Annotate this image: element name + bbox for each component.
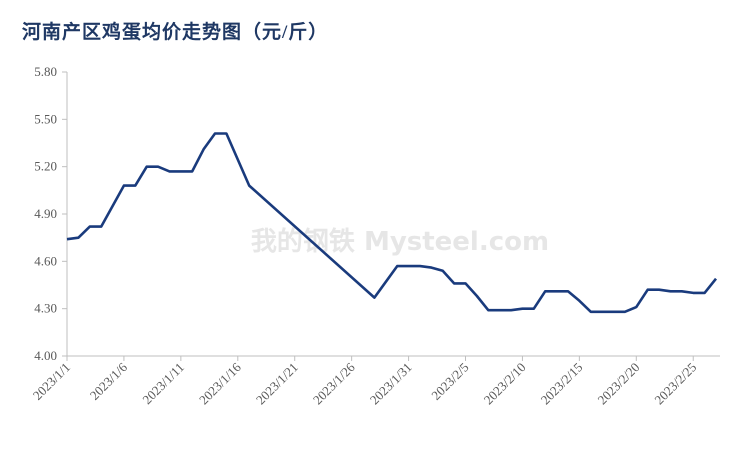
y-tick-label: 4.90 bbox=[34, 206, 57, 221]
x-tick-label: 2023/1/21 bbox=[253, 360, 301, 408]
y-tick-label: 5.80 bbox=[34, 64, 57, 79]
x-tick-label: 2023/2/10 bbox=[481, 360, 529, 408]
chart-title: 河南产区鸡蛋均价走势图（元/斤） bbox=[22, 20, 328, 43]
x-tick-label: 2023/2/15 bbox=[538, 360, 586, 408]
y-tick-label: 4.30 bbox=[34, 301, 57, 316]
y-tick-label: 5.50 bbox=[34, 111, 57, 126]
x-tick-label: 2023/2/25 bbox=[651, 360, 699, 408]
x-tick-label: 2023/1/16 bbox=[196, 359, 244, 407]
x-tick-label: 2023/1/11 bbox=[139, 360, 187, 408]
y-tick-label: 4.60 bbox=[34, 253, 57, 268]
x-tick-label: 2023/1/6 bbox=[87, 359, 131, 403]
y-tick-label: 5.20 bbox=[34, 159, 57, 174]
x-tick-label: 2023/1/1 bbox=[30, 360, 73, 403]
watermark: 我的钢铁 Mysteel.com bbox=[251, 226, 549, 257]
x-tick-label: 2023/2/20 bbox=[595, 360, 643, 408]
data-line bbox=[66, 132, 718, 314]
x-tick-label: 2023/2/5 bbox=[428, 360, 471, 403]
y-tick-label: 4.00 bbox=[34, 348, 57, 363]
x-tick-label: 2023/1/26 bbox=[310, 359, 358, 407]
x-tick-label: 2023/1/31 bbox=[367, 360, 415, 408]
